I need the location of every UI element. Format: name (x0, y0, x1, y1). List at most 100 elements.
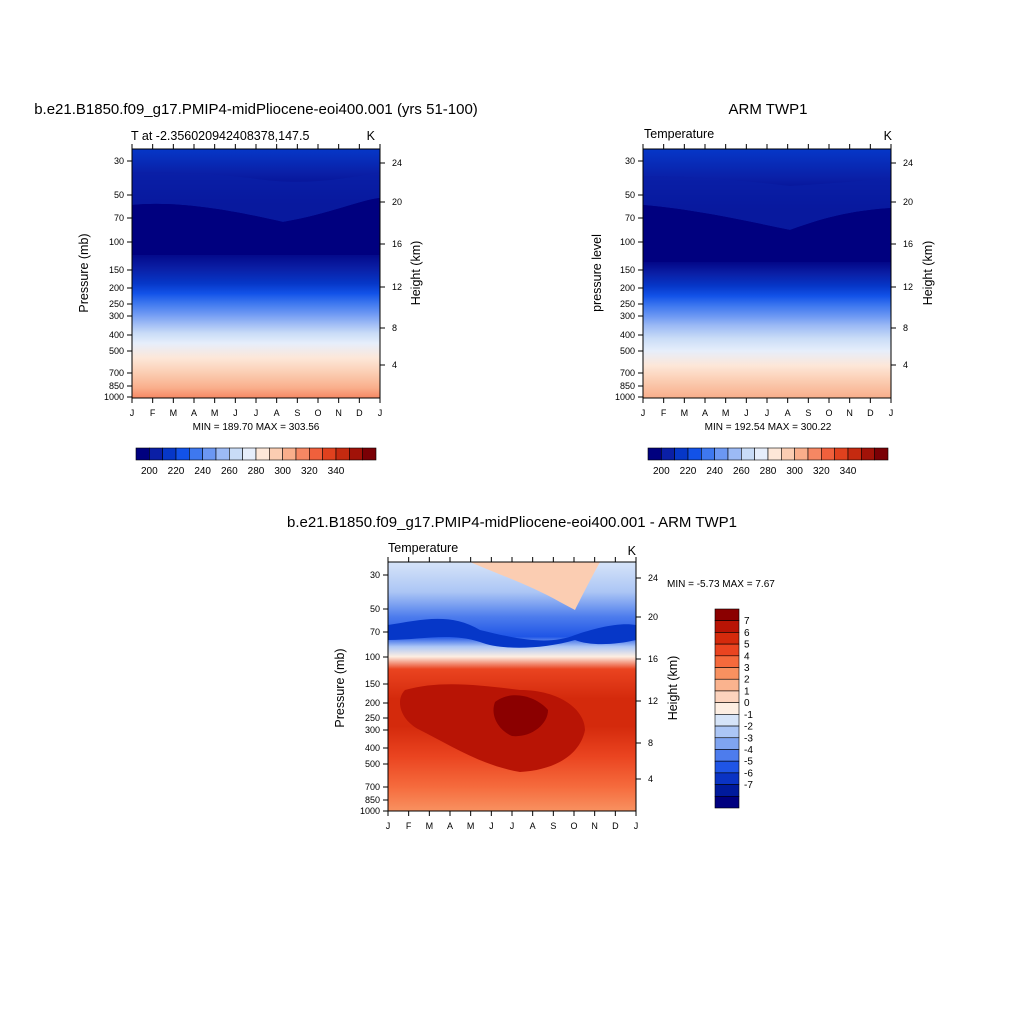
p3-colorbar-box (714, 655, 740, 668)
p3-ytick-label: 700 (365, 782, 380, 792)
p3-ytick-label: 300 (365, 725, 380, 735)
p2-colorbar-box (674, 447, 689, 461)
p3-xtick-label: J (510, 821, 515, 831)
p3-colorbar-box (714, 678, 740, 692)
p3-colorbar-box (714, 714, 740, 727)
p3-ytick-label: 1000 (360, 806, 380, 816)
p3-colorbar-box (714, 632, 740, 645)
p3-colorbar-label: 7 (744, 616, 750, 627)
panel3-y-right-axis: 24 20 16 12 8 4 (636, 573, 658, 784)
panel2-ylabel: pressure level (590, 234, 604, 312)
p3-colorbar-label: -3 (744, 733, 753, 744)
panel3-ylabel-right: Height (km) (666, 656, 680, 721)
panel-obs: ARM TWP1 Temperature K 30 50 70 100 150 200 25… (590, 101, 935, 477)
p2-ytick-label: 850 (620, 381, 635, 391)
p1-yrtick-label: 4 (392, 360, 397, 370)
p3-yrtick-label: 4 (648, 774, 653, 784)
p3-ytick-label: 400 (365, 743, 380, 753)
p2-xtick-label: N (846, 408, 853, 418)
p1-colorbar-box (309, 447, 323, 461)
p3-xtick-label: N (591, 821, 598, 831)
p3-yrtick-label: 12 (648, 696, 658, 706)
p1-ytick-label: 200 (109, 283, 124, 293)
p1-colorbar-box (295, 447, 310, 461)
p2-colorbar-label: 240 (706, 466, 723, 477)
p3-xtick-label: D (612, 821, 619, 831)
p3-xtick-label: A (447, 821, 453, 831)
p3-yrtick-label: 16 (648, 654, 658, 664)
p3-ytick-label: 500 (365, 759, 380, 769)
p1-xtick-label: A (274, 408, 280, 418)
p3-colorbar-label: -6 (744, 768, 753, 779)
p1-xtick-label: J (254, 408, 259, 418)
p1-yrtick-label: 20 (392, 197, 402, 207)
p3-colorbar-label: 3 (744, 663, 750, 674)
p3-colorbar-box (714, 772, 740, 785)
p3-yrtick-label: 24 (648, 573, 658, 583)
panel1-y-right-axis: 24 20 16 12 8 4 (380, 158, 402, 370)
p1-colorbar-box (282, 447, 297, 461)
p3-colorbar-label: 1 (744, 686, 750, 697)
panel1-plot (131, 148, 381, 399)
panel3-contour-max (493, 695, 548, 737)
p3-colorbar-box (714, 795, 740, 809)
panel1-contour-upper (132, 172, 380, 222)
p3-colorbar-label: 6 (744, 628, 750, 639)
p2-colorbar-box (834, 447, 849, 461)
p3-colorbar-box (714, 643, 740, 657)
p3-ytick-label: 250 (365, 713, 380, 723)
panel2-contour-upper (643, 176, 891, 230)
p3-colorbar-box (714, 702, 740, 715)
p3-yrtick-label: 8 (648, 738, 653, 748)
p3-ytick-label: 100 (365, 652, 380, 662)
p2-colorbar-box (821, 447, 835, 461)
p1-ytick-label: 850 (109, 381, 124, 391)
panel2-colorbar: 200 220 240 260 280 300 320 340 (647, 447, 889, 477)
p1-xtick-label: J (378, 408, 383, 418)
p1-ytick-label: 300 (109, 311, 124, 321)
p2-colorbar-box (727, 447, 742, 461)
p3-colorbar-label: 4 (744, 651, 750, 662)
p2-colorbar-label: 320 (813, 466, 830, 477)
panel-difference: b.e21.B1850.f09_g17.PMIP4-midPliocene-eo… (287, 514, 775, 831)
p2-ytick-label: 400 (620, 330, 635, 340)
p2-colorbar-label: 260 (733, 466, 750, 477)
p3-xtick-label: J (489, 821, 494, 831)
p3-xtick-label: J (634, 821, 639, 831)
p1-colorbar-box (175, 447, 190, 461)
p1-xtick-label: D (356, 408, 363, 418)
p3-xtick-label: F (406, 821, 412, 831)
p1-ytick-label: 50 (114, 190, 124, 200)
panel3-contour-cold (388, 618, 636, 648)
p3-colorbar-label: -5 (744, 757, 753, 768)
panel1-colorbar: 200 220 240 260 280 300 320 340 (135, 447, 377, 477)
p2-xtick-label: J (641, 408, 646, 418)
p2-colorbar-box (754, 447, 769, 461)
p3-ytick-label: 850 (365, 795, 380, 805)
p2-colorbar-box (807, 447, 822, 461)
p1-ytick-label: 30 (114, 156, 124, 166)
p3-colorbar-box (714, 784, 740, 797)
p3-yrtick-label: 20 (648, 612, 658, 622)
panel2-title: ARM TWP1 (729, 101, 808, 118)
panel2-contour-tropopause (643, 205, 891, 262)
p2-colorbar-box (701, 447, 715, 461)
p1-colorbar-box (149, 447, 163, 461)
p3-colorbar-box (714, 725, 740, 739)
p2-yrtick-label: 24 (903, 158, 913, 168)
p3-colorbar-label: -2 (744, 722, 753, 733)
panel3-ylabel: Pressure (mb) (333, 648, 347, 727)
p1-xtick-label: M (211, 408, 219, 418)
p1-ytick-label: 100 (109, 237, 124, 247)
p2-colorbar-box (781, 447, 795, 461)
panel1-units: K (367, 129, 376, 143)
p3-xtick-label: O (570, 821, 577, 831)
p1-colorbar-box (189, 447, 203, 461)
p2-ytick-label: 50 (625, 190, 635, 200)
p1-colorbar-box (229, 447, 243, 461)
